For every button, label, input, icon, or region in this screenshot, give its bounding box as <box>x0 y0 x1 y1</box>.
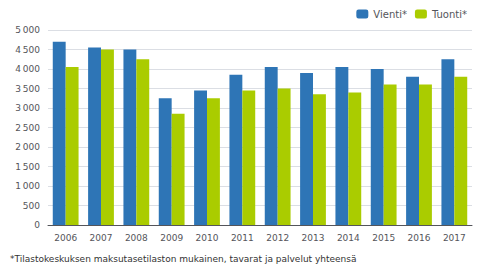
svg-text:1 000: 1 000 <box>15 181 40 191</box>
svg-text:0: 0 <box>34 220 40 230</box>
svg-text:2017: 2017 <box>443 233 466 243</box>
svg-text:Vienti*: Vienti* <box>373 9 407 20</box>
svg-text:2013: 2013 <box>302 233 325 243</box>
svg-text:Tuonti*: Tuonti* <box>431 9 467 20</box>
svg-text:5 000: 5 000 <box>15 25 40 35</box>
svg-text:2011: 2011 <box>231 233 254 243</box>
svg-text:3 000: 3 000 <box>15 103 40 113</box>
svg-text:2014: 2014 <box>337 233 360 243</box>
svg-text:2 000: 2 000 <box>15 142 40 152</box>
svg-text:2015: 2015 <box>372 233 395 243</box>
svg-text:2007: 2007 <box>90 233 113 243</box>
svg-text:2010: 2010 <box>196 233 219 243</box>
svg-text:2006: 2006 <box>54 233 77 243</box>
svg-text:4 500: 4 500 <box>15 45 40 55</box>
svg-text:500: 500 <box>23 201 40 211</box>
svg-text:2008: 2008 <box>125 233 148 243</box>
svg-text:2009: 2009 <box>160 233 183 243</box>
svg-text:2012: 2012 <box>266 233 289 243</box>
svg-text:3 500: 3 500 <box>15 84 40 94</box>
svg-text:2016: 2016 <box>408 233 431 243</box>
svg-text:1 500: 1 500 <box>15 162 40 172</box>
svg-text:2 500: 2 500 <box>15 123 40 133</box>
svg-text:4 000: 4 000 <box>15 64 40 74</box>
svg-text:*Tilastokeskuksen maksutasetil: *Tilastokeskuksen maksutasetilaston muka… <box>10 254 357 264</box>
